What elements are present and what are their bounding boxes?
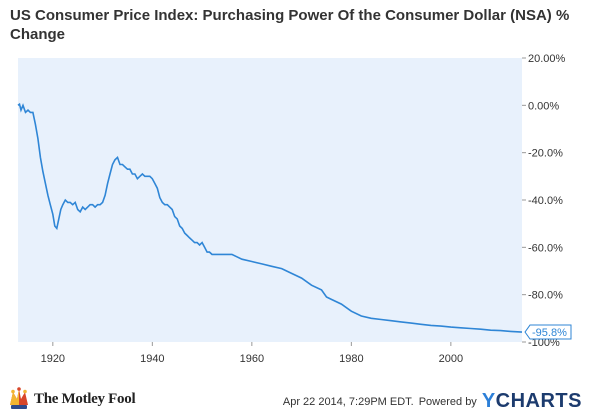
jester-hat-icon <box>10 387 28 409</box>
y-tick-label: -60.0% <box>528 242 563 254</box>
y-tick-label: -20.0% <box>528 148 563 160</box>
footer: The Motley Fool Apr 22 2014, 7:29PM EDT.… <box>0 382 590 415</box>
y-tick-label: -80.0% <box>528 290 563 302</box>
x-axis: 1920 1940 1960 1980 2000 <box>41 342 463 365</box>
x-tick-label: 1920 <box>41 353 65 365</box>
y-tick-label: 0.00% <box>528 100 559 112</box>
y-axis: 20.00% 0.00% -20.0% -40.0% -60.0% -80.0% -100% <box>522 53 566 349</box>
y-tick-label: -100% <box>528 337 560 349</box>
ycharts-y: Y <box>481 390 496 412</box>
x-tick-label: 1960 <box>240 353 264 365</box>
footer-credits: Apr 22 2014, 7:29PM EDT. Powered by Y CHA… <box>283 390 582 413</box>
last-value-box <box>524 324 572 340</box>
ycharts-text: CHARTS <box>495 390 582 412</box>
series-line <box>17 102 523 333</box>
timestamp: Apr 22 2014, 7:29PM EDT. <box>282 395 414 408</box>
x-tick-label: 2000 <box>439 353 463 365</box>
last-value-callout: -95.8% <box>524 324 572 340</box>
powered-by-label: Powered by <box>418 395 477 408</box>
last-value-label: -95.8% <box>532 327 567 339</box>
ycharts-logo-icon[interactable]: Y CHARTS <box>482 390 582 413</box>
chart-title: US Consumer Price Index: Purchasing Powe… <box>10 7 570 43</box>
brand-name: The Motley Fool <box>34 390 136 407</box>
x-tick-label: 1980 <box>339 353 363 365</box>
chart: 1920 1940 1960 1980 2000 20.00% 0.00% -20.0% -4… <box>17 53 572 365</box>
motley-fool-logo[interactable]: The Motley Fool <box>8 386 136 412</box>
plot-area <box>18 58 522 342</box>
y-tick-label: -40.0% <box>528 195 563 207</box>
y-tick-label: 20.00% <box>528 53 566 65</box>
x-tick-label: 1940 <box>140 353 164 365</box>
